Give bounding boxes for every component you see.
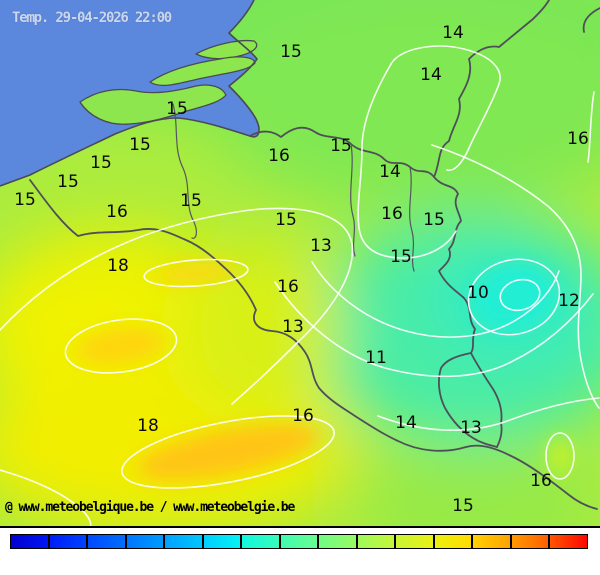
legend-segment [396, 535, 433, 548]
legend-segment [357, 535, 395, 548]
legend-segment [319, 535, 356, 548]
temperature-gradient-zones [0, 0, 600, 526]
country-borders [29, 0, 600, 510]
legend-bar [10, 534, 588, 549]
temperature-core-zones [77, 263, 571, 480]
legend-segment [242, 535, 279, 548]
map-canvas: 15 14 14 15 16 15 15 16 15 14 15 15 15 16 16 15 15 13 15 18… [0, 0, 600, 528]
coastline [0, 0, 260, 187]
map-title: Temp. 29-04-2026 22:00 [12, 10, 172, 26]
legend-segment [126, 535, 164, 548]
isotherm-contours [0, 45, 600, 526]
legend-segment [165, 535, 202, 548]
legend-segment [11, 535, 48, 548]
legend-segment [280, 535, 318, 548]
legend-segment [550, 535, 587, 548]
legend-segment [203, 535, 241, 548]
province-borders [172, 103, 415, 272]
legend-segment [49, 535, 87, 548]
zeeland-islands [79, 39, 258, 125]
copyright-text: @ www.meteobelgique.be / www.meteobelgie… [5, 500, 295, 515]
legend-segment [511, 535, 549, 548]
legend-segment [434, 535, 472, 548]
temperature-field-svg [0, 0, 600, 526]
legend-segment [88, 535, 125, 548]
legend-segment [473, 535, 510, 548]
legend-strip [0, 528, 600, 575]
